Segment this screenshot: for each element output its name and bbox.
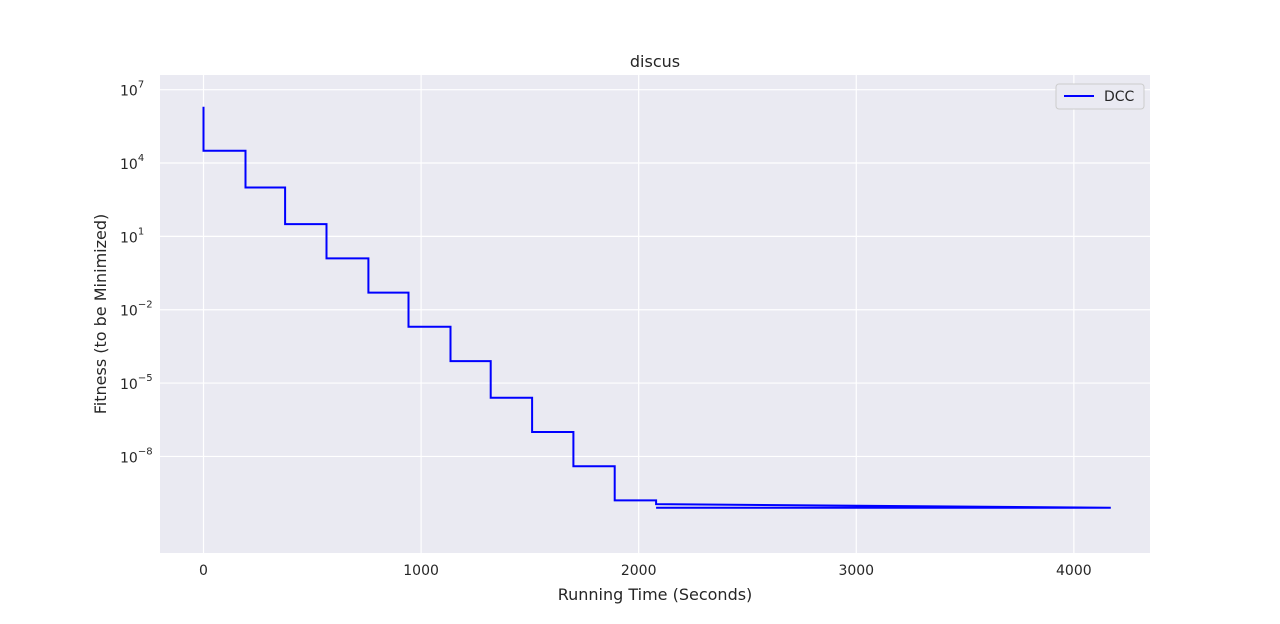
series-layer xyxy=(202,106,1111,509)
x-tick-labels: 0 1000 2000 3000 4000 xyxy=(199,563,1092,579)
y-tick-label: 104 xyxy=(120,153,144,173)
y-tick-labels: 107 104 101 10−2 10−5 10−8 xyxy=(120,80,153,467)
y-tick-label: 101 xyxy=(120,226,144,246)
y-tick-label: 107 xyxy=(120,80,144,100)
legend-box xyxy=(1055,83,1145,110)
legend: DCC xyxy=(1055,83,1145,110)
x-tick-label: 2000 xyxy=(621,563,657,579)
grid-lines xyxy=(160,75,1150,553)
x-tick-label: 4000 xyxy=(1056,563,1092,579)
y-tick-label: 10−5 xyxy=(120,373,153,393)
y-axis-title: Fitness (to be Minimized) xyxy=(91,214,110,414)
chart-title: discus xyxy=(630,52,680,71)
x-tick-label: 0 xyxy=(199,563,208,579)
y-tick-label: 10−2 xyxy=(120,300,153,320)
x-tick-label: 3000 xyxy=(838,563,874,579)
x-axis-title: Running Time (Seconds) xyxy=(558,585,753,604)
legend-label-dcc: DCC xyxy=(1104,89,1135,105)
x-tick-label: 1000 xyxy=(403,563,439,579)
y-tick-label: 10−8 xyxy=(120,446,153,466)
plot-background xyxy=(160,75,1150,553)
series-line-dcc xyxy=(202,106,1111,509)
